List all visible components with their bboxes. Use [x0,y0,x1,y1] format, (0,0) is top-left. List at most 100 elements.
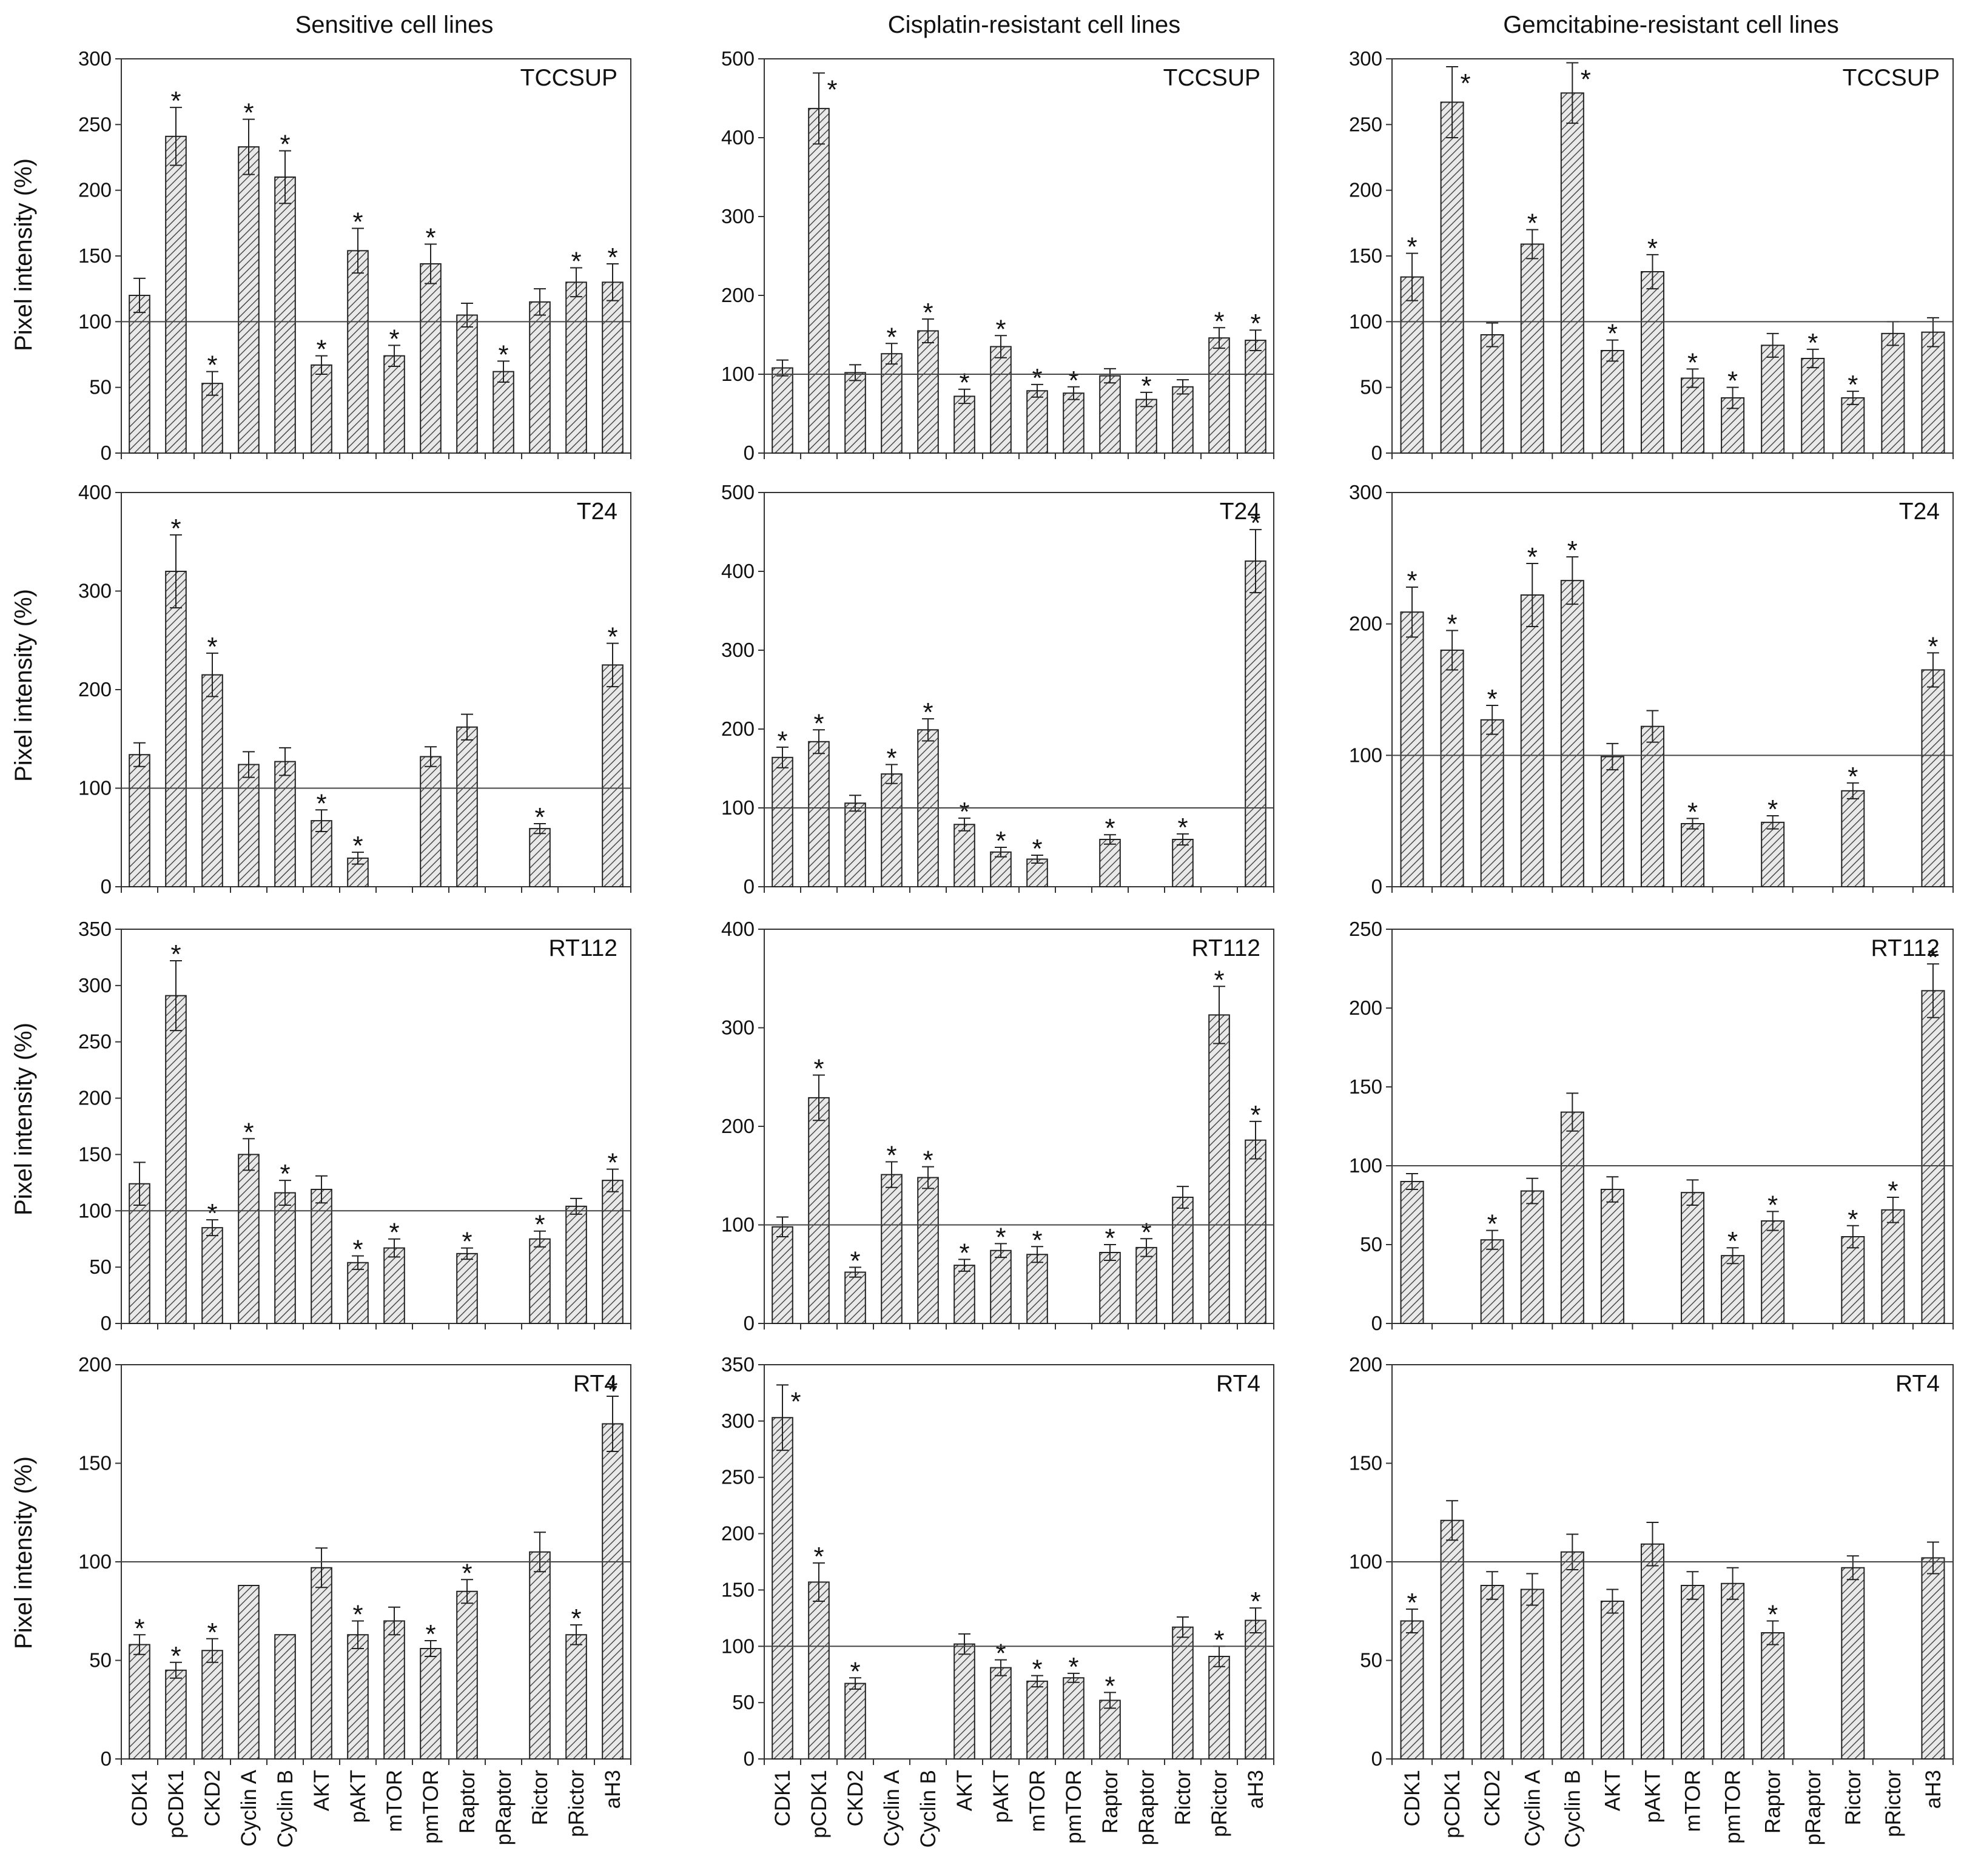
bar-rictor [1172,839,1194,887]
significance-marker: * [813,1542,824,1572]
significance-marker: * [1105,1671,1115,1701]
bar-akt [953,395,975,454]
bar-pakt [990,851,1012,888]
y-tick-label: 150 [1349,1075,1382,1098]
bar-pakt [990,346,1012,454]
significance-marker: * [1068,1652,1078,1682]
significance-marker: * [607,1375,617,1405]
x-category-label: Cyclin B [274,1770,297,1847]
bar-pcdk1 [165,1669,187,1760]
y-tick-label: 100 [78,1199,112,1222]
significance-marker: * [1105,813,1115,843]
bar-ckd2 [1480,719,1504,888]
bar-akt [311,1189,332,1324]
bar-ah3 [602,1180,624,1324]
bar-raptor [1761,821,1785,888]
bar-pakt [1640,725,1664,887]
panel-label: TCCSUP [1163,65,1260,91]
panel-label: RT112 [549,935,617,961]
bar-cyclin-a [1520,243,1544,454]
bar-cyclin-a [881,773,903,887]
bar-pakt [990,1667,1012,1760]
significance-marker: * [1767,1600,1778,1630]
bar-cyclin-b [274,1634,296,1760]
bar-cyclin-a [1520,594,1544,887]
bar-rictor [1841,790,1865,888]
y-tick-label: 300 [721,205,755,227]
x-category-label: pmTOR [1062,1770,1086,1844]
panel-t24-col3: 0 100 200 300 * * * * * * * * * T24 [1349,481,1954,898]
x-category-label: AKT [953,1770,977,1811]
significance-marker: * [534,802,545,832]
bar-raptor [456,314,478,454]
panel-tccsup-col2: 0 100 200 300 400 500 * * * * * * * * * * TCCSUP [721,47,1274,464]
bar-mtor [1681,823,1705,887]
y-tick-label: 400 [721,560,755,582]
y-tick-label: 100 [721,796,755,819]
x-category-label: pRaptor [1135,1770,1159,1846]
bar-pcdk1 [808,1581,830,1760]
bar-raptor [1099,1252,1121,1324]
significance-marker: * [1767,1190,1778,1220]
bar-cyclin-b [917,1177,939,1324]
significance-marker: * [316,788,326,818]
y-tick-label: 50 [89,376,112,398]
bar-ah3 [602,1423,624,1760]
y-tick-label: 100 [721,1214,755,1236]
bar-cdk1 [1400,1181,1424,1324]
bar-akt [1600,350,1624,454]
x-category-label: aH3 [601,1770,625,1809]
bar-ah3 [602,281,624,454]
bar-ckd2 [844,802,866,887]
bar-cyclin-a [881,353,903,454]
significance-marker: * [280,130,290,160]
bar-akt [311,1567,332,1760]
bar-cyclin-b [274,761,296,887]
bar-ah3 [1245,1139,1266,1324]
significance-marker: * [571,247,581,277]
y-tick-label: 200 [721,718,755,740]
bar-akt [953,1265,975,1324]
x-category-label: pAKT [346,1770,370,1823]
column-title-sensitive: Sensitive cell lines [295,12,494,38]
bar-rictor [1841,397,1865,454]
significance-marker: * [170,940,181,969]
bar-akt [1600,756,1624,887]
significance-marker: * [352,1600,363,1630]
y-tick-label: 100 [1349,744,1382,766]
bar-rictor [1172,1197,1194,1324]
x-category-label: pRictor [565,1770,588,1837]
bar-mtor [1681,1585,1705,1760]
y-tick-label: 100 [78,310,112,332]
significance-marker: * [207,1618,217,1647]
significance-marker: * [1407,566,1417,596]
significance-marker: * [607,1148,617,1178]
x-category-label: CKD2 [844,1770,867,1826]
x-category-label: mTOR [1681,1770,1705,1832]
bar-pmtor [1063,392,1085,454]
bar-rictor [529,1238,551,1324]
significance-marker: * [959,1238,969,1268]
y-tick-label: 0 [101,1312,112,1334]
y-tick-label: 50 [89,1649,112,1672]
panel-label: T24 [577,499,617,525]
significance-marker: * [923,698,933,727]
bar-cdk1 [1400,611,1424,888]
bar-ah3 [1921,990,1945,1324]
y-tick-label: 100 [721,1635,755,1657]
x-category-label: pAKT [1641,1770,1664,1823]
significance-marker: * [1848,370,1858,400]
bar-raptor [456,1590,478,1760]
x-category-label: Cyclin A [1521,1769,1544,1846]
significance-marker: * [850,1246,860,1276]
significance-marker: * [1250,1587,1260,1616]
significance-marker: * [1250,1100,1260,1130]
bar-raptor [456,1252,478,1325]
x-category-label: AKT [1601,1770,1624,1811]
bar-cyclin-b [1560,92,1584,454]
x-category-label: AKT [310,1770,334,1811]
bar-praptor [1135,398,1157,454]
x-category-label: pRictor [1882,1770,1905,1837]
significance-marker: * [1214,965,1224,995]
y-axis-label-row-1: Pixel intensity (%) [10,158,37,351]
